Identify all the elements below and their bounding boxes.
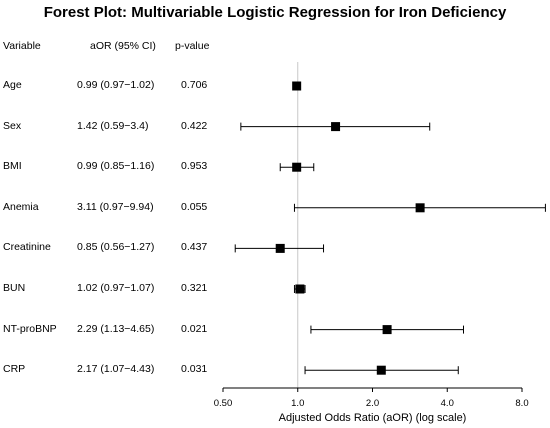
- row-estimate: 0.85 (0.56−1.27): [77, 241, 155, 254]
- row-estimate: 1.42 (0.59−3.4): [77, 119, 149, 132]
- row-estimate: 0.99 (0.97−1.02): [77, 79, 155, 91]
- header-estimate: aOR (95% CI): [90, 40, 156, 52]
- header-variable: Variable: [3, 40, 41, 52]
- point-estimate: [292, 81, 302, 91]
- x-tick-label: 1.0: [291, 398, 304, 409]
- point-estimate: [331, 122, 341, 132]
- point-estimate: [382, 325, 392, 335]
- row-variable: Age: [3, 79, 22, 91]
- point-estimate: [275, 243, 285, 253]
- row-pvalue: 0.437: [181, 241, 208, 254]
- row-estimate: 2.29 (1.13−4.65): [77, 322, 155, 335]
- row-variable: CRP: [3, 363, 26, 376]
- row-variable: BUN: [3, 282, 26, 294]
- x-tick-label: 8.0: [515, 398, 528, 409]
- point-estimate: [376, 365, 386, 375]
- point-estimate: [415, 203, 425, 213]
- row-pvalue: 0.953: [181, 160, 208, 173]
- x-tick-label: 0.50: [214, 398, 233, 409]
- x-tick-label: 4.0: [441, 398, 454, 409]
- header-pvalue: p-value: [175, 40, 210, 52]
- row-variable: NT-proBNP: [3, 322, 57, 335]
- row-estimate: 3.11 (0.97−9.94): [77, 200, 154, 213]
- row-pvalue: 0.422: [181, 119, 208, 132]
- row-variable: Sex: [3, 119, 22, 132]
- row-variable: BMI: [3, 160, 22, 173]
- row-estimate: 0.99 (0.85−1.16): [77, 160, 155, 173]
- point-estimate: [292, 162, 302, 172]
- row-estimate: 1.02 (0.97−1.07): [77, 282, 155, 294]
- row-pvalue: 0.021: [181, 322, 208, 335]
- row-pvalue: 0.706: [181, 79, 208, 91]
- row-estimate: 2.17 (1.07−4.43): [77, 363, 155, 376]
- x-tick-label: 2.0: [366, 398, 379, 409]
- row-pvalue: 0.055: [181, 200, 208, 213]
- row-variable: Creatinine: [3, 241, 51, 254]
- row-pvalue: 0.031: [181, 363, 208, 376]
- point-estimate: [295, 284, 305, 294]
- chart-title: Forest Plot: Multivariable Logistic Regr…: [43, 4, 507, 21]
- row-pvalue: 0.321: [181, 282, 208, 294]
- x-axis-label: Adjusted Odds Ratio (aOR) (log scale): [279, 412, 467, 424]
- row-variable: Anemia: [3, 200, 39, 213]
